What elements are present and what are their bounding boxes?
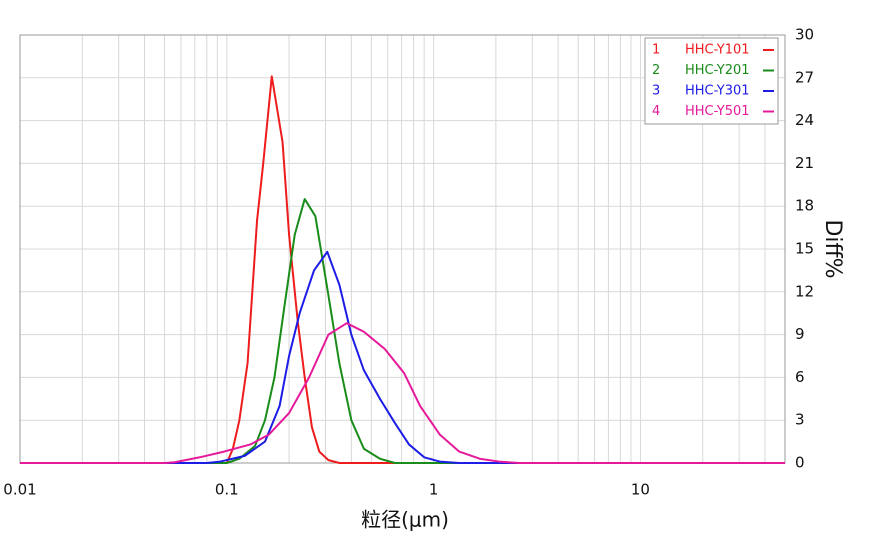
legend-number: 2: [652, 63, 660, 78]
y-tick-label: 24: [795, 111, 814, 129]
legend-number: 1: [652, 43, 660, 58]
y-tick-label: 15: [795, 240, 814, 258]
y-tick-label: 3: [795, 411, 805, 429]
legend-label: HHC-Y101: [685, 43, 750, 58]
x-tick-label: 1: [429, 481, 439, 499]
data-line: [20, 322, 785, 464]
y-tick-label: 6: [795, 368, 805, 386]
x-tick-label: 10: [631, 481, 650, 499]
x-tick-label: 0.01: [3, 481, 36, 499]
data-line: [20, 250, 785, 464]
legend-label: HHC-Y301: [685, 84, 750, 99]
legend-label: HHC-Y201: [685, 63, 750, 78]
y-tick-label: 9: [795, 325, 805, 343]
legend-box: [644, 37, 779, 125]
legend-label: HHC-Y501: [685, 104, 750, 119]
legend-number: 3: [652, 84, 660, 99]
x-axis-label: 粒径(μm): [361, 508, 449, 532]
y-tick-label: 18: [795, 197, 814, 215]
y-tick-label: 12: [795, 282, 814, 300]
y-axis-label: Diff%: [820, 219, 845, 278]
y-tick-label: 0: [795, 454, 805, 472]
data-line: [20, 75, 785, 464]
data-line: [20, 198, 785, 464]
legend-number: 4: [652, 104, 660, 119]
y-tick-label: 21: [795, 154, 814, 172]
y-tick-label: 30: [795, 26, 814, 44]
x-tick-label: 0.1: [215, 481, 239, 499]
y-tick-label: 27: [795, 68, 814, 86]
